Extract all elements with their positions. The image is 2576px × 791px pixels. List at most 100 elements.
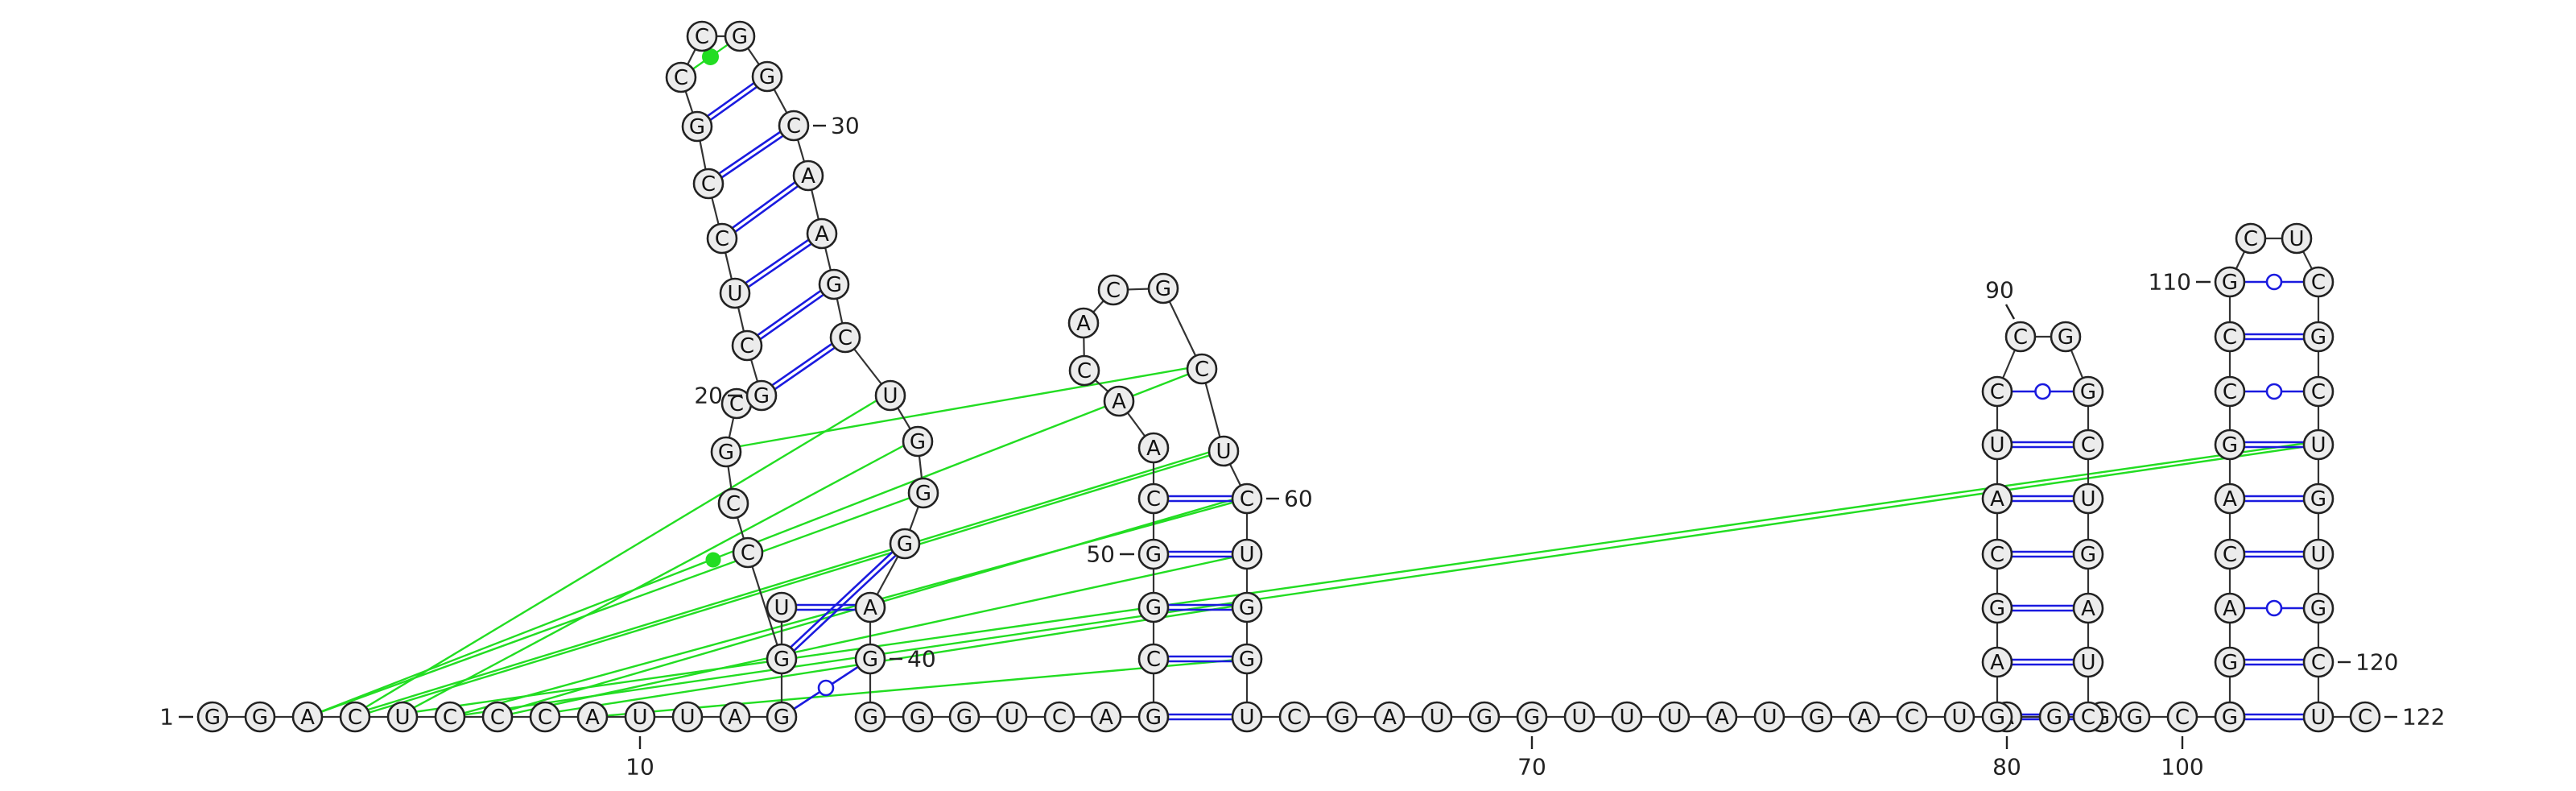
nucleotide-6: C (434, 701, 466, 733)
nucleotide-letter: G (2310, 325, 2326, 350)
nucleotide-74: A (1706, 701, 1738, 733)
nucleotide-letter: G (753, 384, 770, 408)
nucleotide-circle (2214, 321, 2246, 353)
nucleotide-letter: C (490, 706, 505, 730)
position-label-30: 30 (813, 113, 860, 139)
nucleotide-letter: G (1524, 706, 1540, 730)
nucleotide-letter: C (2223, 325, 2237, 350)
nucleotide-circle (665, 61, 697, 93)
nucleotide-circle (1658, 701, 1690, 733)
nucleotide-letter: C (2311, 271, 2326, 295)
nucleotide-circle (854, 643, 886, 675)
nucleotide-letter: G (252, 706, 268, 730)
nucleotide-circle (1468, 701, 1501, 733)
nucleotide-73: U (1658, 701, 1690, 733)
position-number: 60 (1284, 486, 1313, 512)
nucleotide-circle (1278, 701, 1311, 733)
nucleotide-66: G (1326, 701, 1358, 733)
nucleotide-letter: G (2080, 380, 2096, 404)
nucleotide-117: G (2302, 482, 2334, 515)
nucleotide-77: A (1848, 701, 1880, 733)
nucleotide-letter: C (1990, 543, 2004, 567)
nucleotide-circle (706, 222, 738, 255)
nucleotide-letter: C (2311, 651, 2326, 675)
nucleotide-93: C (2072, 429, 2104, 461)
nucleotide-circle (529, 701, 561, 733)
watson-crick-pair (707, 81, 755, 118)
nucleotide-circle (1326, 701, 1358, 733)
tertiary-interaction-line (354, 446, 1224, 715)
nucleotide-13: G (766, 701, 798, 733)
nucleotide-circle (1981, 482, 2013, 515)
nucleotide-38: G (889, 528, 921, 560)
watson-crick-pair (747, 242, 812, 288)
nucleotide-circle (751, 60, 783, 93)
nucleotide-letter: C (2223, 380, 2237, 404)
nucleotide-letter: G (2222, 651, 2238, 675)
nucleotide-78: C (1896, 701, 1928, 733)
nucleotide-11: U (671, 701, 704, 733)
watson-crick-pair (793, 554, 897, 652)
nucleotide-circle (2038, 701, 2070, 733)
nucleotide-circle (1231, 538, 1263, 570)
nucleotide-circle (671, 701, 704, 733)
nucleotide-120: C (2302, 646, 2334, 678)
nucleotide-67: A (1373, 701, 1406, 733)
nucleotide-circle (732, 536, 764, 569)
nucleotide-letter: G (1155, 277, 1171, 301)
nucleotide-63: G (1231, 643, 1263, 675)
nucleotide-letter: C (786, 114, 801, 139)
nucleotide-circle (1231, 591, 1263, 623)
nucleotide-circle (2072, 429, 2104, 461)
nucleotide-letter: G (1334, 706, 1350, 730)
nucleotide-letter: U (2289, 227, 2304, 251)
nucleotide-30: C (778, 110, 810, 142)
nucleotide-circle (2050, 321, 2082, 353)
watson-crick-pair (709, 85, 758, 122)
nucleotide-letter: C (715, 227, 729, 251)
nucleotide-circle (889, 528, 921, 560)
nucleotide-letter: C (1146, 487, 1161, 511)
nucleotide-letter: C (2081, 433, 2095, 458)
nucleotide-letter: U (2310, 543, 2326, 567)
nucleotide-41: G (854, 701, 886, 733)
nucleotide-letter: G (774, 648, 790, 672)
position-label-10: 10 (625, 736, 654, 781)
nucleotide-2: G (244, 701, 276, 733)
nucleotide-76: G (1801, 701, 1833, 733)
nucleotide-12: A (719, 701, 751, 733)
nucleotide-circle (1137, 538, 1170, 570)
nucleotide-letter: U (727, 282, 742, 306)
position-label-100: 100 (2161, 736, 2204, 781)
nucleotide-letter: A (815, 222, 829, 246)
nucleotide-circle (2004, 321, 2037, 353)
nucleotide-letter: C (741, 541, 755, 565)
nucleotide-circle (2214, 538, 2246, 570)
nucleotide-99: G (2119, 701, 2151, 733)
nucleotide-circle (1090, 701, 1122, 733)
position-number: 122 (2402, 704, 2445, 731)
wobble-pair-marker (817, 679, 835, 697)
position-label-70: 70 (1517, 736, 1546, 781)
nucleotide-circle (1103, 385, 1135, 417)
position-number: 10 (625, 754, 654, 781)
watson-crick-pair (734, 184, 799, 233)
nucleotide-letter: U (2080, 487, 2095, 511)
nucleotide-circle (1981, 592, 2013, 624)
nucleotide-letter: A (863, 596, 877, 620)
nucleotide-circle (717, 487, 749, 520)
nucleotide-circle (1147, 272, 1179, 304)
nucleotide-circle (902, 425, 934, 458)
nucleotide-letter: U (2310, 433, 2326, 458)
nucleotide-circle (2214, 266, 2246, 298)
nucleotide-circle (854, 591, 886, 623)
nucleotide-92: G (2072, 375, 2104, 408)
nucleotide-letter: U (1761, 706, 1777, 730)
nucleotide-letter: A (1076, 312, 1091, 336)
nucleotide-circle (2302, 592, 2334, 624)
nucleotide-letter: A (1990, 651, 2004, 675)
nucleotide-circle (1137, 701, 1170, 733)
nucleotide-letter: G (956, 706, 972, 730)
nucleotide-circle (1067, 307, 1100, 339)
